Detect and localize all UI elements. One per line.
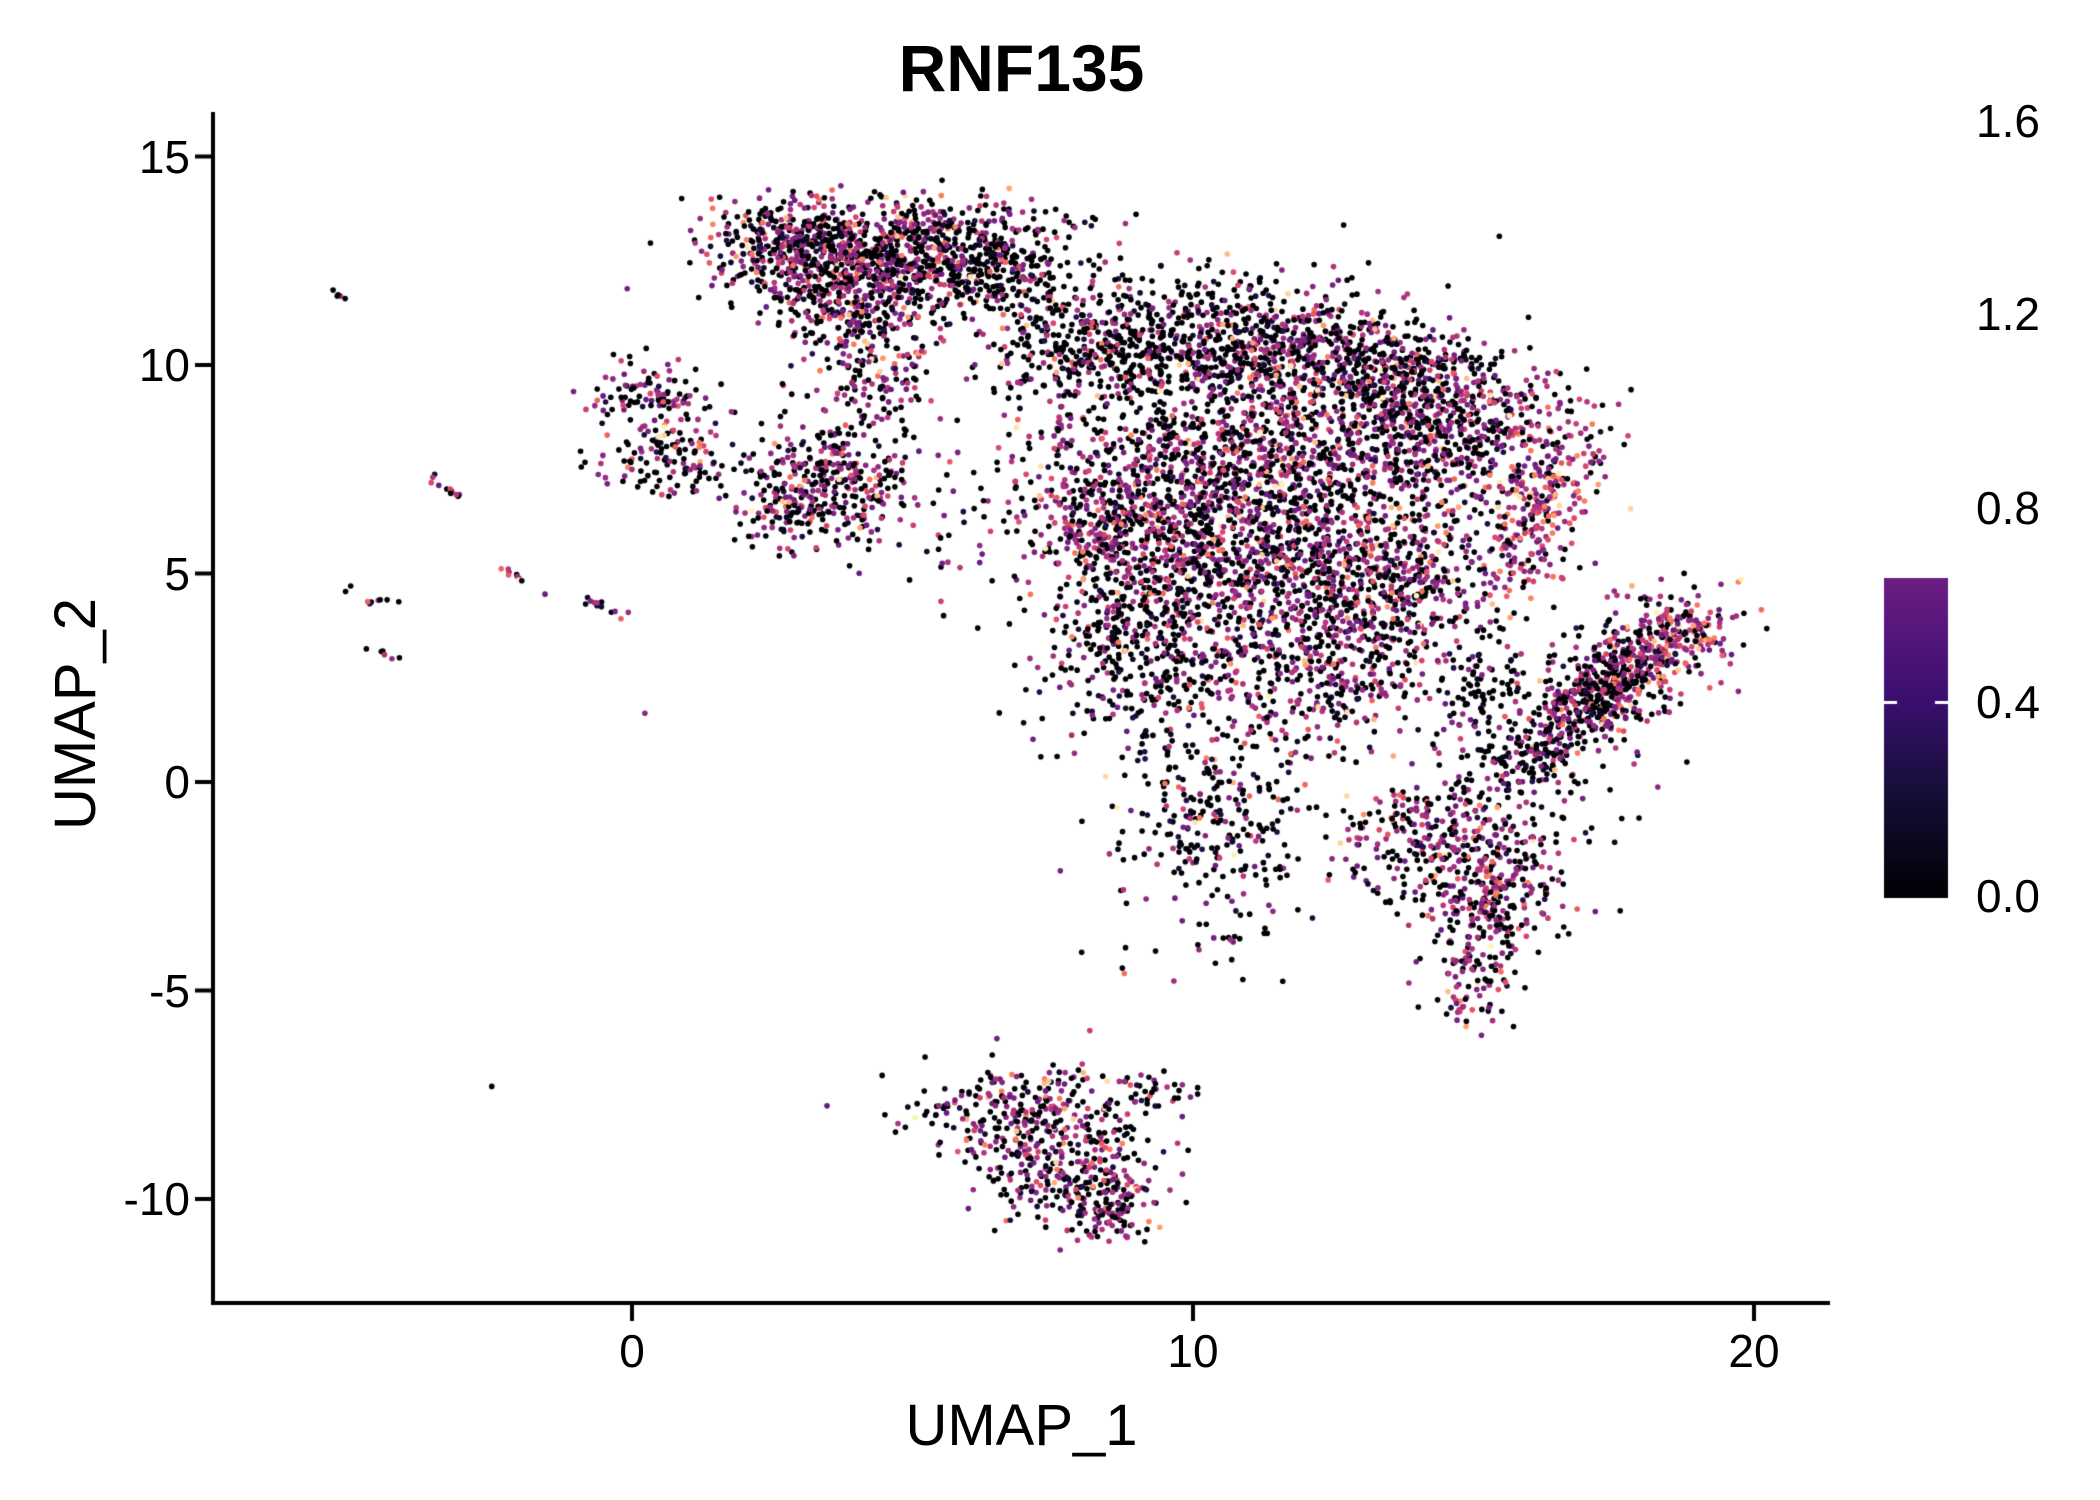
y-tick-label: -5 [149,964,190,1017]
y-tick-label: -10 [123,1173,190,1225]
colorbar-tick-label: 0.0 [1976,870,2040,922]
x-tick-label: 10 [1167,1325,1219,1377]
y-tick-label: 5 [164,547,190,600]
y-axis-title: UMAP_2 [43,597,108,831]
y-tick-label: 15 [138,130,190,183]
x-axis-title: UMAP_1 [905,1393,1138,1458]
colorbar-tick-label: 0.4 [1976,676,2040,728]
y-tick-label: 10 [138,339,190,391]
x-tick-label: 20 [1728,1325,1780,1377]
colorbar-tick-label: 1.6 [1976,95,2040,147]
x-tick-label: 0 [619,1325,645,1377]
colorbar-tick-label: 0.8 [1976,482,2040,534]
plot-title: RNF135 [898,31,1145,105]
colorbar-tick-label: 1.2 [1976,288,2040,340]
y-tick-label: 0 [164,756,190,808]
